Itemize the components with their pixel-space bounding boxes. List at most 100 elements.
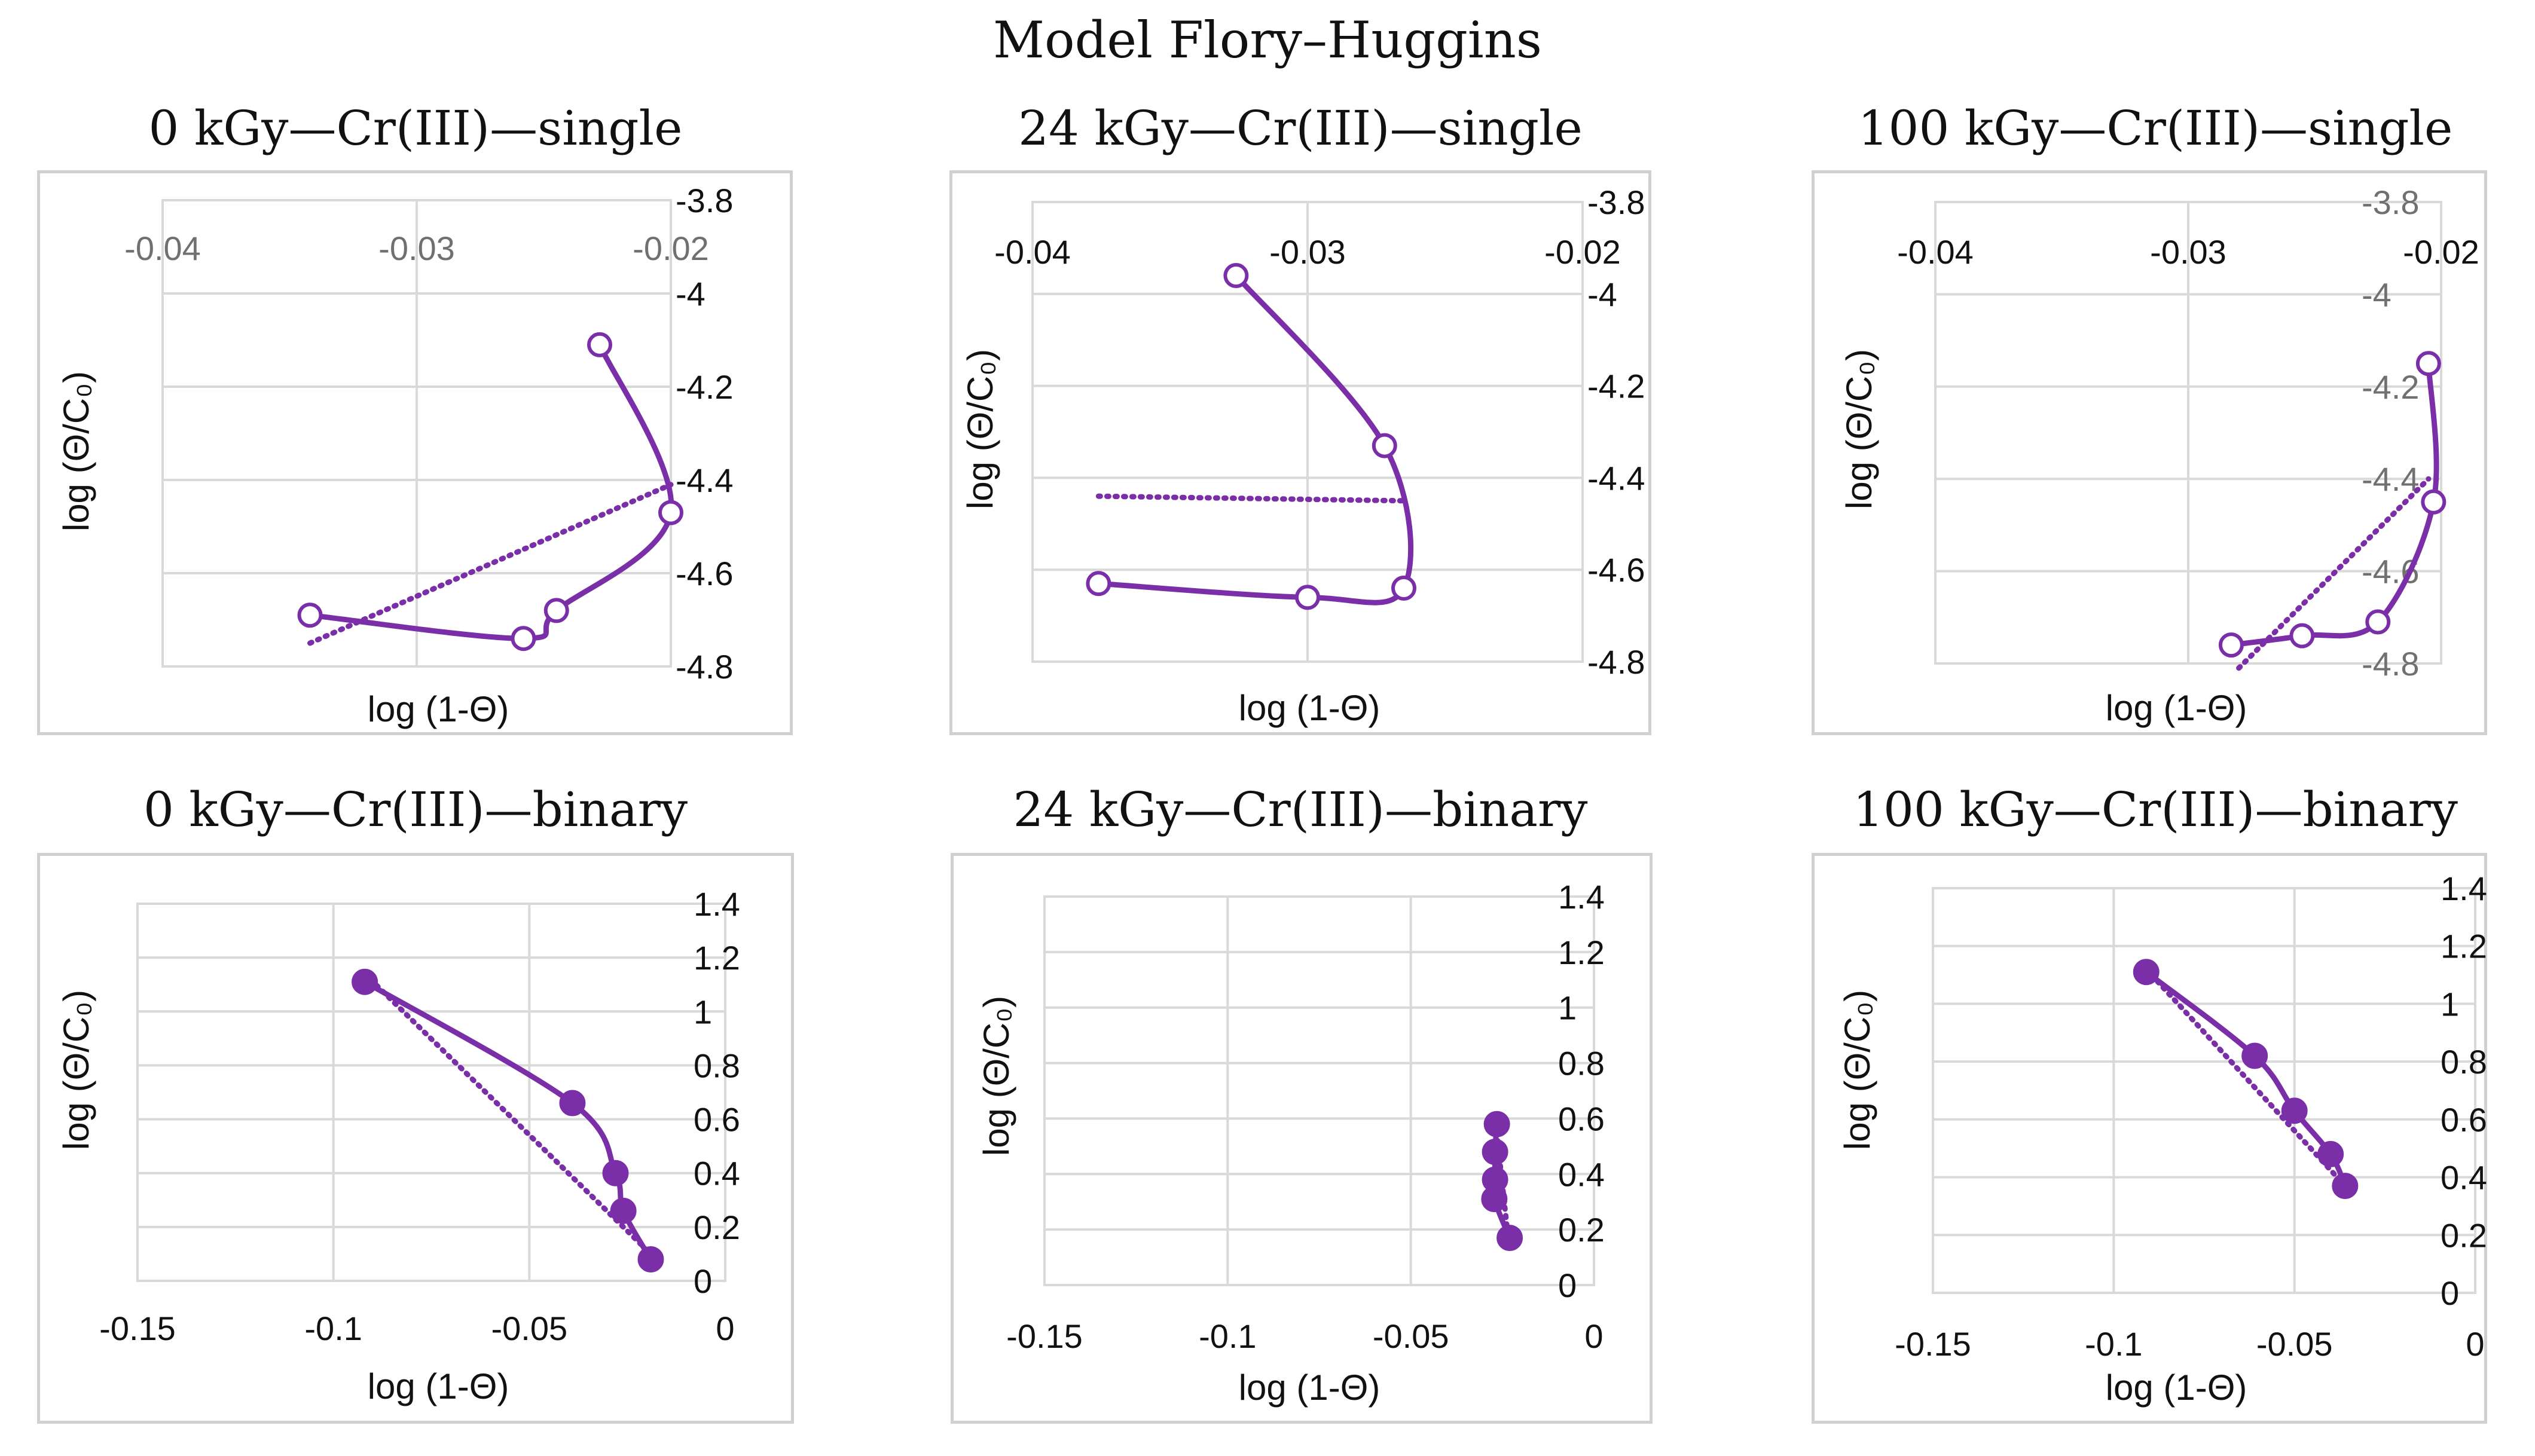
- chart-panel-0kgy-binary: [37, 853, 794, 1424]
- data-point: [2415, 351, 2441, 377]
- y-tick-label: 1: [1558, 989, 1577, 1027]
- chart-title-0kgy-single: 0 kGy—Cr(III)—single: [148, 100, 683, 156]
- y-tick-label: -4.2: [2362, 368, 2420, 406]
- y-tick-label: 1.2: [2441, 928, 2487, 965]
- y-tick-label: -4: [2362, 276, 2392, 313]
- data-point: [511, 626, 536, 651]
- x-axis-label: log (1-Θ): [368, 689, 509, 729]
- y-tick-label: 1.4: [2441, 870, 2487, 907]
- y-tick-label: -4.4: [1587, 459, 1645, 497]
- data-point: [1496, 1225, 1523, 1252]
- y-tick-label: 0: [2441, 1274, 2459, 1312]
- data-point: [2317, 1140, 2344, 1167]
- x-tick-label: 0: [2466, 1325, 2484, 1363]
- y-axis-label: log (Θ/C₀): [976, 996, 1016, 1156]
- y-tick-label: -3.8: [676, 182, 734, 219]
- data-point: [2241, 1042, 2268, 1069]
- y-tick-label: -4.4: [2362, 460, 2420, 498]
- y-tick-label: -4.6: [676, 555, 734, 592]
- data-point: [2421, 489, 2447, 515]
- x-tick-label: -0.02: [633, 230, 709, 267]
- data-point: [610, 1197, 637, 1224]
- chart-panel-100kgy-binary: [1812, 853, 2487, 1424]
- trendline: [307, 482, 674, 646]
- chart-title-24kgy-binary: 24 kGy—Cr(III)—binary: [1013, 782, 1588, 837]
- y-tick-label: -4.2: [676, 368, 734, 406]
- y-tick-label: 0.6: [1558, 1100, 1605, 1137]
- x-tick-label: -0.04: [994, 233, 1071, 271]
- x-axis-label: log (1-Θ): [2106, 1368, 2247, 1408]
- x-tick-label: -0.02: [2403, 233, 2479, 271]
- chart-panel-24kgy-binary: [951, 853, 1653, 1424]
- trendline: [2143, 966, 2348, 1189]
- trendline: [1095, 493, 1407, 504]
- x-tick-label: -0.04: [124, 230, 201, 267]
- data-point: [1086, 571, 1111, 597]
- data-point: [1482, 1139, 1508, 1166]
- x-axis-label: log (1-Θ): [1239, 1368, 1380, 1408]
- x-tick-label: -0.02: [1544, 233, 1621, 271]
- data-point: [2289, 623, 2315, 649]
- y-tick-label: -4.6: [1587, 551, 1645, 589]
- y-tick-label: 0.8: [1558, 1045, 1605, 1082]
- y-tick-label: -3.8: [2362, 183, 2420, 221]
- data-point: [602, 1160, 629, 1186]
- y-tick-label: 0.8: [2441, 1043, 2487, 1081]
- y-tick-label: -4.4: [676, 461, 734, 499]
- data-point: [1483, 1111, 1510, 1137]
- y-tick-label: 0.6: [694, 1101, 740, 1139]
- x-tick-label: -0.15: [1895, 1325, 1971, 1363]
- y-tick-label: 0.4: [2441, 1159, 2487, 1197]
- data-point: [1223, 263, 1249, 289]
- data-point: [1391, 575, 1416, 601]
- x-axis-label: log (1-Θ): [1239, 688, 1380, 728]
- chart-title-24kgy-single: 24 kGy—Cr(III)—single: [1018, 100, 1583, 156]
- x-tick-label: -0.03: [378, 230, 455, 267]
- y-tick-label: 1.2: [1558, 934, 1605, 971]
- series-line: [310, 344, 674, 641]
- y-tick-label: 0: [694, 1262, 712, 1300]
- x-tick-label: -0.1: [1199, 1317, 1257, 1355]
- x-tick-label: 0: [1584, 1317, 1603, 1355]
- chart-2: -0.04 -0.03 -0.02-3.8-4-4.2-4.4-4.6-4.8log…: [1839, 183, 2479, 728]
- y-tick-label: 0.2: [1558, 1211, 1605, 1249]
- y-tick-label: -4.8: [2362, 645, 2420, 683]
- y-tick-label: -3.8: [1587, 183, 1645, 221]
- data-point: [1295, 585, 1320, 610]
- chart-title-100kgy-binary: 100 kGy—Cr(III)—binary: [1853, 782, 2458, 837]
- y-axis-label: log (Θ/C₀): [960, 349, 1000, 509]
- y-tick-label: 1: [694, 993, 712, 1030]
- y-tick-label: -4.8: [1587, 643, 1645, 681]
- x-tick-label: -0.04: [1897, 233, 1974, 271]
- page-title: Model Flory–Huggins: [993, 11, 1542, 69]
- trendline: [2236, 476, 2432, 671]
- y-tick-label: 0.8: [694, 1047, 740, 1084]
- x-tick-label: -0.03: [2150, 233, 2226, 271]
- x-tick-label: -0.03: [1269, 233, 1346, 271]
- chart-panel-24kgy-single: [949, 170, 1651, 735]
- x-tick-label: -0.05: [2256, 1325, 2333, 1363]
- x-tick-label: -0.05: [491, 1310, 568, 1347]
- data-point: [2365, 609, 2391, 635]
- x-axis-label: log (1-Θ): [368, 1366, 509, 1406]
- data-point: [352, 968, 378, 995]
- data-point: [2218, 632, 2244, 658]
- y-tick-label: 0: [1558, 1267, 1577, 1304]
- series-line: [1098, 274, 1414, 605]
- plot-area: [136, 903, 726, 1282]
- data-point: [637, 1246, 664, 1273]
- x-axis-label: log (1-Θ): [2106, 688, 2247, 728]
- chart-0: -0.04 -0.03 -0.02 -3.8 -4 -4.2 -4.4 -4.6 -4.8 log…: [56, 182, 734, 729]
- x-tick-label: -0.1: [304, 1310, 362, 1347]
- x-tick-label: -0.15: [99, 1310, 176, 1347]
- chart-title-0kgy-binary: 0 kGy—Cr(III)—binary: [143, 782, 688, 837]
- data-point: [2332, 1173, 2359, 1200]
- y-axis-label: log (Θ/C₀): [56, 371, 96, 531]
- y-axis-label: log (Θ/C₀): [56, 990, 96, 1150]
- data-point: [297, 602, 323, 628]
- x-tick-label: -0.05: [1373, 1317, 1449, 1355]
- y-tick-label: 0.4: [1558, 1155, 1605, 1193]
- y-tick-label: 1.4: [1558, 878, 1605, 916]
- chart-1: -0.04 -0.03 -0.02 -3.8 -4 -4.2 -4.4 -4.6 -4.8 log…: [960, 183, 1645, 728]
